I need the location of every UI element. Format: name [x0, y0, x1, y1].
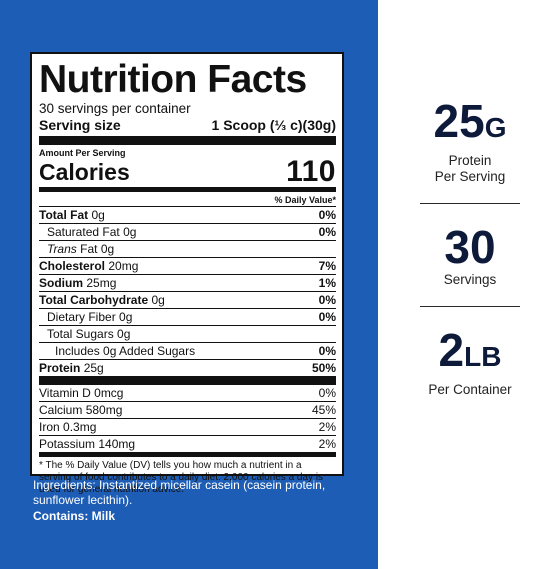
nutrient-row-dietary-fiber: Dietary Fiber 0g 0%	[39, 308, 336, 325]
nutrient-row-added-sugars: Includes 0g Added Sugars 0%	[39, 342, 336, 359]
vitamin-row-iron: Iron 0.3mg 2%	[39, 418, 336, 434]
serving-size-value: 1 Scoop (⅓ c)(30g)	[211, 117, 336, 133]
stat-servings-value: 30	[444, 221, 496, 273]
stat-weight: 2LB Per Container	[414, 307, 526, 398]
vitamin-row-potassium: Potassium 140mg 2%	[39, 435, 336, 451]
calories-value: 110	[286, 155, 336, 188]
nutrient-row-saturated-fat: Saturated Fat 0g 0%	[39, 223, 336, 240]
nutrient-row-sodium: Sodium 25mg 1%	[39, 274, 336, 290]
stat-weight-value: 2LB	[438, 324, 502, 376]
amount-per-serving: Amount Per Serving	[39, 148, 126, 158]
stat-protein-caption-2: Per Serving	[434, 169, 506, 184]
serving-size-label: Serving size	[39, 117, 121, 133]
vitamin-row-calcium: Calcium 580mg 45%	[39, 401, 336, 417]
daily-value-footnote: * The % Daily Value (DV) tells you how m…	[39, 460, 324, 495]
daily-value-header: % Daily Value*	[274, 195, 336, 205]
calories-label: Calories	[39, 159, 130, 185]
stat-divider	[420, 306, 520, 307]
product-stats-column: 25G Protein Per Serving 30 Servings 2LB …	[414, 96, 526, 398]
servings-per-container: 30 servings per container	[39, 101, 191, 116]
nutrient-row-cholesterol: Cholesterol 20mg 7%	[39, 257, 336, 273]
nutrient-row-total-fat: Total Fat 0g 0%	[39, 206, 336, 222]
stat-servings-caption: Servings	[443, 272, 497, 287]
thick-divider-vitamins	[39, 376, 336, 385]
stat-protein-caption-1: Protein	[448, 153, 492, 168]
nutrient-row-total-sugars: Total Sugars 0g	[39, 325, 336, 342]
allergen-contains: Contains: Milk	[33, 509, 116, 523]
serving-size-row: Serving size 1 Scoop (⅓ c)(30g)	[39, 117, 336, 134]
stat-servings: 30 Servings	[414, 204, 526, 306]
footnote-divider	[39, 452, 336, 457]
calories-row: Calories 110	[39, 155, 336, 188]
nutrient-row-protein: Protein 25g 50%	[39, 359, 336, 375]
stat-protein-value: 25G	[433, 95, 507, 147]
medium-divider	[39, 187, 336, 192]
stat-divider	[420, 203, 520, 204]
stat-protein: 25G Protein Per Serving	[414, 96, 526, 203]
nutrient-row-total-carbohydrate: Total Carbohydrate 0g 0%	[39, 291, 336, 307]
ingredients-block: Ingredients: Instantized micellar casein…	[33, 478, 353, 524]
nutrition-facts-label: Nutrition Facts 30 servings per containe…	[30, 52, 344, 495]
stat-weight-caption: Per Container	[428, 382, 512, 397]
ingredients-text: Ingredients: Instantized micellar casein…	[33, 478, 326, 507]
vitamin-row-vitamin-d: Vitamin D 0mcg 0%	[39, 386, 336, 400]
nutrient-row-trans-fat: Trans Fat 0g	[39, 240, 336, 257]
thick-divider	[39, 136, 336, 145]
nutrition-facts-title: Nutrition Facts	[39, 58, 307, 101]
